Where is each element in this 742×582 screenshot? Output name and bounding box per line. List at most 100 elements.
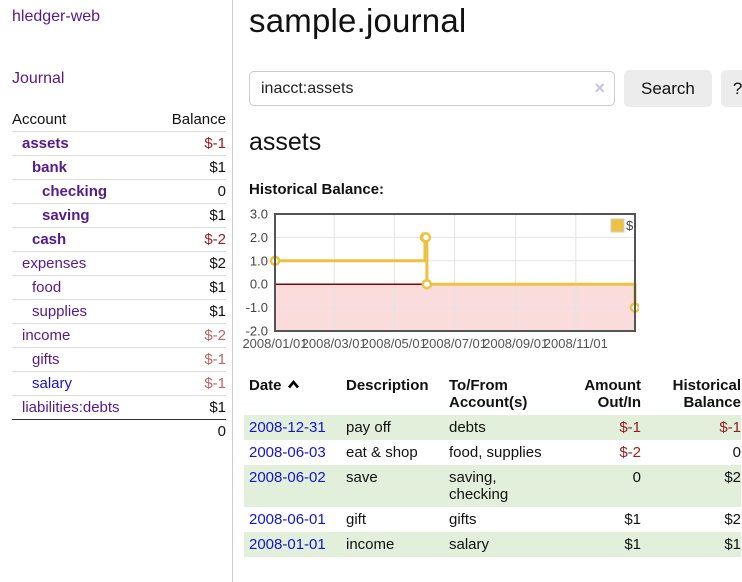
account-row: assets $-1 [12, 131, 226, 156]
register-col-balance: Historical Balance [672, 377, 741, 411]
transaction-date-link[interactable]: 2008-12-31 [249, 419, 326, 436]
y-tick-label: 1.0 [250, 253, 268, 268]
data-point [421, 278, 433, 290]
transaction-amount: $1 [624, 536, 641, 553]
account-link-bank[interactable]: bank [32, 159, 68, 176]
transaction-balance: $2 [724, 469, 741, 486]
account-link-gifts[interactable]: gifts [32, 351, 60, 368]
account-row: salary $-1 [12, 371, 226, 396]
accounts-table: Account Balance assets $-1 bank $1 check… [12, 108, 226, 443]
transaction-date-link[interactable]: 2008-06-02 [249, 469, 326, 486]
account-link-assets[interactable]: assets [22, 135, 69, 152]
account-link-expenses[interactable]: expenses [22, 255, 87, 272]
main-content: sample.journal × Search ? assets Histori… [233, 0, 742, 582]
register-row: 2008-06-01 gift gifts $1 $2 [244, 507, 741, 532]
accounts-col-balance: Balance [171, 111, 226, 128]
account-row: saving $1 [12, 203, 226, 228]
transaction-description: pay off [346, 419, 391, 436]
x-tick-label: 2008/01/01 [242, 336, 307, 351]
register-col-description: Description [346, 377, 429, 394]
register-header-row: Date Description To/From Account(s) Amou… [244, 373, 741, 415]
register-table: Date Description To/From Account(s) Amou… [244, 373, 741, 557]
sidebar-item-journal[interactable]: Journal [12, 70, 65, 87]
account-row: gifts $-1 [12, 347, 226, 372]
account-balance: $-1 [204, 351, 226, 368]
transaction-amount: $-1 [619, 419, 641, 436]
page-title: sample.journal [249, 2, 467, 39]
transaction-description: gift [346, 511, 367, 528]
sidebar: hledger-web Journal Account Balance asse… [0, 0, 233, 582]
account-link-income[interactable]: income [22, 327, 71, 344]
search-button[interactable]: Search [624, 70, 712, 107]
transaction-date-link[interactable]: 2008-01-01 [249, 536, 326, 553]
transaction-description: save [346, 469, 378, 486]
y-tick-label: -2.0 [246, 324, 268, 339]
account-balance: $1 [209, 207, 226, 224]
search-input[interactable] [249, 71, 615, 106]
y-tick-label: 3.0 [250, 208, 268, 222]
account-link-food[interactable]: food [32, 279, 62, 296]
account-balance: $1 [209, 399, 226, 416]
legend-label: $ [626, 218, 634, 233]
transaction-amount: $1 [624, 511, 641, 528]
x-tick-label: 2008/05/01 [362, 336, 427, 351]
x-tick-label: 2008/09/01 [483, 336, 548, 351]
x-tick-label: 2008/03/01 [302, 336, 367, 351]
transaction-date-link[interactable]: 2008-06-01 [249, 511, 326, 528]
register-row: 2008-06-03 eat & shop food, supplies $-2… [244, 440, 741, 465]
account-row: expenses $2 [12, 251, 226, 276]
accounts-col-account: Account [12, 111, 67, 128]
transaction-date-link[interactable]: 2008-06-03 [249, 444, 326, 461]
transaction-balance: $1 [724, 536, 741, 553]
account-row: food $1 [12, 275, 226, 300]
accounts-total-row: 0 [12, 419, 226, 444]
register-row: 2008-06-02 save saving, checking 0 $2 [244, 465, 741, 507]
transaction-accounts: saving, checking [449, 469, 509, 503]
transaction-balance: $2 [724, 511, 741, 528]
legend-swatch [610, 218, 625, 233]
transaction-balance: 0 [732, 444, 741, 461]
account-row: cash $-2 [12, 227, 226, 252]
account-balance: $1 [209, 159, 226, 176]
brand-link[interactable]: hledger-web [12, 8, 101, 25]
transaction-accounts: salary [449, 536, 490, 553]
account-balance: $-1 [204, 135, 226, 152]
account-row: checking 0 [12, 179, 226, 204]
account-link-supplies[interactable]: supplies [32, 303, 88, 320]
transaction-description: income [346, 536, 395, 553]
y-tick-label: 2.0 [250, 230, 268, 245]
transaction-accounts: food, supplies [449, 444, 542, 461]
transaction-description: eat & shop [346, 444, 418, 461]
account-link-liabilities-debts[interactable]: liabilities:debts [22, 399, 120, 416]
register-col-date[interactable]: Date [244, 373, 346, 415]
account-row: bank $1 [12, 155, 226, 180]
chart-section-label: Historical Balance: [249, 181, 385, 198]
account-balance: $2 [209, 255, 226, 272]
account-link-salary[interactable]: salary [32, 375, 73, 392]
x-tick-label: 2008/11/01 [544, 336, 608, 351]
account-link-checking[interactable]: checking [42, 183, 108, 200]
accounts-total: 0 [217, 423, 226, 440]
register-col-tofrom: To/From Account(s) [449, 377, 528, 411]
register-row: 2008-01-01 income salary $1 $1 [244, 532, 741, 557]
transaction-accounts: debts [449, 419, 486, 436]
transaction-accounts: gifts [449, 511, 477, 528]
y-tick-label: 0.0 [250, 277, 268, 292]
balance-chart-svg: 3.0 2.0 1.0 0.0 -1.0 -2.02008/01/012008/03/01… [242, 207, 641, 351]
balance-chart[interactable]: 3.0 2.0 1.0 0.0 -1.0 -2.0 2008/01/01 2008/03/01… [239, 207, 742, 358]
clear-search-icon[interactable]: × [594, 78, 605, 98]
data-point [420, 232, 432, 243]
account-balance: $1 [209, 279, 226, 296]
accounts-header-row: Account Balance [12, 108, 226, 132]
account-balance: 0 [217, 183, 226, 200]
account-heading: assets [249, 128, 322, 156]
transaction-balance: $-1 [719, 419, 741, 436]
account-link-saving[interactable]: saving [42, 207, 90, 224]
search-form: × Search ? [249, 70, 742, 107]
transaction-amount: $-2 [619, 444, 641, 461]
account-link-cash[interactable]: cash [32, 231, 67, 248]
transaction-amount: 0 [632, 469, 641, 486]
help-button[interactable]: ? [720, 70, 742, 107]
y-tick-label: -1.0 [246, 300, 268, 315]
account-row: supplies $1 [12, 299, 226, 324]
